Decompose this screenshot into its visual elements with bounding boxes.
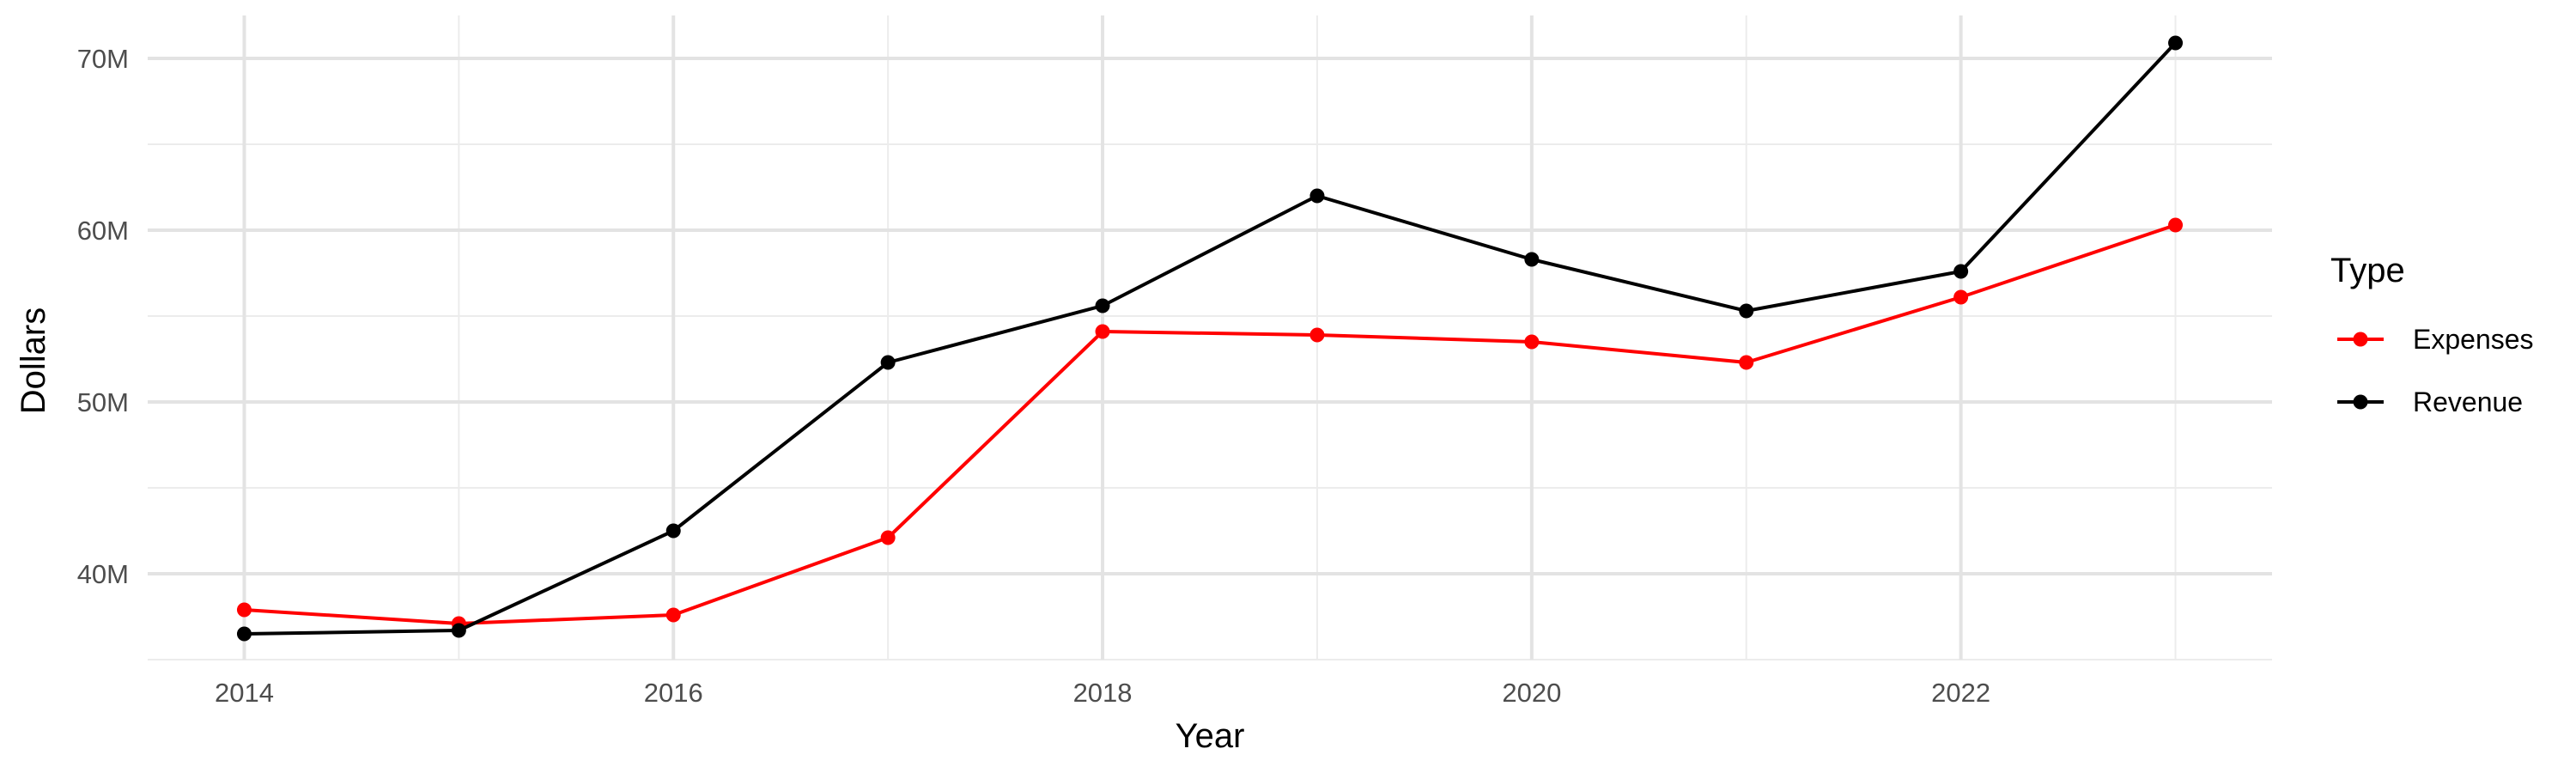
legend-key-revenue-point xyxy=(2353,394,2368,410)
x-tick-label: 2018 xyxy=(1073,678,1133,708)
legend-key-expenses-point xyxy=(2353,332,2368,347)
y-tick-label: 50M xyxy=(77,387,129,417)
tick-labels: 2014 2016 2018 2020 2022 40M 50M 60M 70M xyxy=(77,44,1990,708)
x-tick-label: 2016 xyxy=(644,678,703,708)
revenue-point xyxy=(451,623,466,638)
expenses-point xyxy=(880,530,896,545)
x-axis-title: Year xyxy=(1176,717,1245,755)
revenue-point xyxy=(1524,252,1540,267)
revenue-point xyxy=(1953,264,1969,279)
expenses-line xyxy=(244,223,2177,625)
expenses-point xyxy=(2168,217,2184,233)
expenses-point xyxy=(665,607,681,623)
expenses-point xyxy=(1095,324,1110,339)
revenue-point xyxy=(880,355,896,370)
y-axis-title: Dollars xyxy=(15,307,52,414)
x-tick-label: 2020 xyxy=(1502,678,1561,708)
grid-layer xyxy=(148,15,2272,660)
y-tick-label: 70M xyxy=(77,44,129,74)
expenses-point xyxy=(1524,334,1540,350)
y-tick-label: 60M xyxy=(77,216,129,246)
legend: Type Expenses Revenue xyxy=(2330,252,2534,417)
legend-label-revenue: Revenue xyxy=(2413,386,2523,417)
expenses-point xyxy=(1309,327,1325,343)
revenue-point xyxy=(1309,188,1325,204)
legend-title: Type xyxy=(2330,252,2405,289)
x-tick-label: 2022 xyxy=(1931,678,1990,708)
x-tick-label: 2014 xyxy=(215,678,274,708)
series-layer xyxy=(236,35,2184,642)
revenue-point xyxy=(1095,298,1110,313)
revenue-point xyxy=(1739,303,1754,319)
revenue-point xyxy=(236,626,252,642)
legend-label-expenses: Expenses xyxy=(2413,324,2534,355)
y-tick-label: 40M xyxy=(77,559,129,589)
revenue-point xyxy=(665,523,681,539)
revenue-line xyxy=(244,41,2177,636)
revenue-point xyxy=(2168,35,2184,51)
expenses-point xyxy=(236,602,252,618)
expenses-point xyxy=(1739,355,1754,370)
expenses-point xyxy=(1953,289,1969,305)
